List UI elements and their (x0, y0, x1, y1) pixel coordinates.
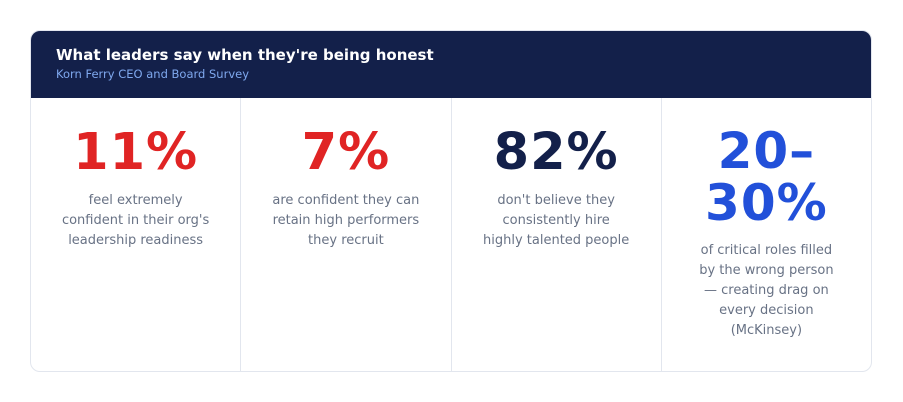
stat-value: 20– 30% (705, 122, 828, 232)
stat-hire-talent: 82% don't believe they consistently hire… (452, 98, 662, 371)
stat-value: 11% (73, 123, 199, 182)
stat-description: are confident they can retain high perfo… (272, 193, 420, 248)
stat-wrong-person-roles: 20– 30% of critical roles filled by the … (662, 98, 871, 371)
card-header: What leaders say when they're being hone… (31, 31, 871, 98)
stat-leadership-readiness: 11% feel extremely confident in their or… (31, 98, 242, 371)
stat-description: don't believe they consistently hire hig… (483, 193, 630, 248)
stats-card: What leaders say when they're being hone… (30, 30, 872, 372)
stat-retain-performers: 7% are confident they can retain high pe… (241, 98, 452, 371)
stats-row: 11% feel extremely confident in their or… (31, 98, 871, 371)
stat-description: of critical roles filled by the wrong pe… (699, 243, 834, 338)
card-subtitle: Korn Ferry CEO and Board Survey (56, 67, 250, 81)
stat-value: 7% (301, 123, 391, 182)
stat-description: feel extremely confident in their org's … (61, 193, 210, 248)
stat-value: 82% (493, 123, 619, 182)
card-title: What leaders say when they're being hone… (56, 46, 434, 64)
